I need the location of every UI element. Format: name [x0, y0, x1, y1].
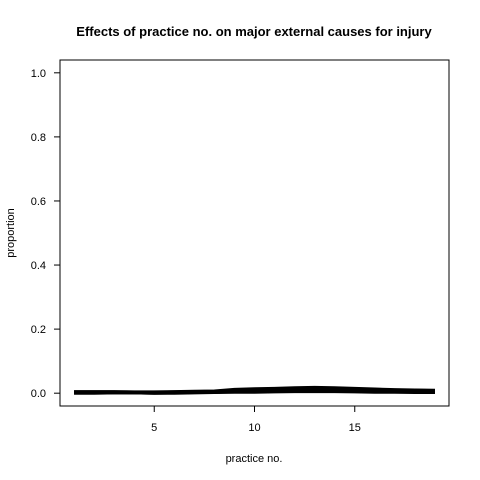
x-axis-label: practice no. [226, 453, 283, 465]
x-tick-label: 10 [248, 422, 260, 434]
plot-area [74, 385, 435, 395]
y-axis-label: proportion [5, 208, 17, 258]
y-tick-label: 0.2 [31, 324, 46, 336]
x-axis: 5 10 15 [151, 405, 361, 434]
y-tick-label: 1.0 [31, 68, 46, 80]
y-tick-label: 0.8 [31, 132, 46, 144]
x-tick-label: 5 [151, 422, 157, 434]
x-tick-label: 15 [349, 422, 361, 434]
y-tick-label: 0.4 [31, 260, 46, 272]
y-axis: 0.0 0.2 0.4 0.6 0.8 1.0 [31, 68, 61, 400]
y-tick-label: 0.6 [31, 196, 46, 208]
series-line-7 [74, 385, 435, 394]
chart-title: Effects of practice no. on major externa… [76, 24, 432, 39]
y-tick-label: 0.0 [31, 388, 46, 400]
plot-frame [59, 59, 450, 407]
